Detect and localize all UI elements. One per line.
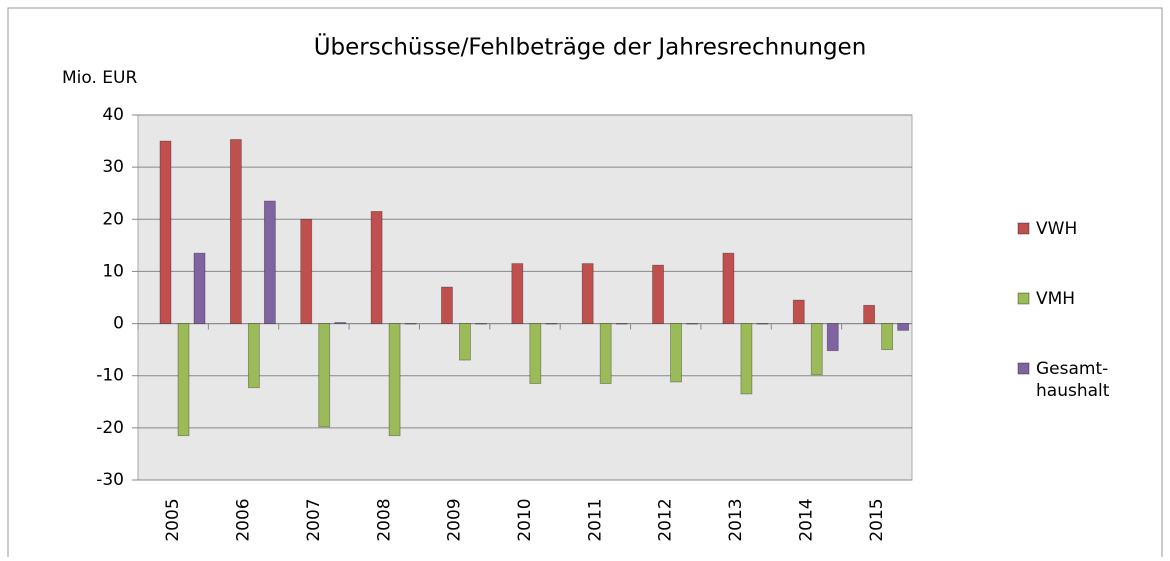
y-tick-label: 40 <box>102 105 124 125</box>
y-tick-label: 20 <box>102 209 124 229</box>
bar <box>475 323 487 325</box>
bar <box>599 323 612 384</box>
legend-swatch <box>1017 222 1030 235</box>
legend-label: VMH <box>1036 289 1075 309</box>
x-tick-label: 2008 <box>374 498 394 541</box>
bar <box>897 323 910 331</box>
bar <box>792 299 805 324</box>
bar <box>193 252 206 324</box>
bar <box>511 263 524 324</box>
bar <box>247 323 260 389</box>
bar <box>615 323 628 325</box>
bar <box>370 211 383 324</box>
bar <box>388 323 401 437</box>
bar <box>686 323 698 325</box>
bar <box>826 323 839 352</box>
bar <box>159 140 172 324</box>
x-tick-label: 2011 <box>585 498 605 541</box>
bar <box>863 304 876 324</box>
bar <box>740 323 753 395</box>
x-tick-label: 2015 <box>867 498 887 541</box>
x-tick-label: 2010 <box>515 498 535 541</box>
y-tick-label: -20 <box>96 418 124 438</box>
chart-title: Überschüsse/Fehlbeträge der Jahresrechnu… <box>314 33 867 61</box>
x-tick-label: 2012 <box>656 498 676 541</box>
bar <box>529 323 542 384</box>
x-tick-label: 2013 <box>726 498 746 541</box>
plot-area <box>137 114 913 481</box>
y-tick-label: -10 <box>96 366 124 386</box>
x-tick-label: 2006 <box>234 498 254 541</box>
bar <box>318 323 331 428</box>
bar <box>300 218 313 324</box>
bar <box>177 323 190 437</box>
legend-label: VWH <box>1036 219 1077 239</box>
x-tick-label: 2014 <box>796 498 816 541</box>
bar <box>459 323 471 361</box>
bar <box>263 200 276 324</box>
legend-swatch <box>1017 292 1030 305</box>
bar <box>670 323 682 383</box>
y-tick-label: 10 <box>102 261 124 281</box>
x-tick-label: 2009 <box>445 498 465 541</box>
bar <box>756 323 769 325</box>
bar <box>404 323 417 325</box>
bar <box>334 322 347 324</box>
y-tick-label: 30 <box>102 157 124 177</box>
bar <box>581 263 594 324</box>
bar <box>652 264 664 324</box>
bar <box>810 323 823 376</box>
y-axis-label: Mio. EUR <box>62 68 137 88</box>
bar <box>229 139 242 324</box>
bar <box>722 252 735 324</box>
x-tick-label: 2007 <box>304 498 324 541</box>
bar <box>881 323 894 351</box>
y-tick-label: -30 <box>96 470 124 490</box>
y-tick-label: 0 <box>113 314 124 334</box>
legend-swatch <box>1017 362 1030 375</box>
bar <box>545 323 558 325</box>
x-tick-label: 2005 <box>163 498 183 541</box>
legend-label: Gesamt-haushalt <box>1036 359 1110 401</box>
bar <box>441 286 453 324</box>
